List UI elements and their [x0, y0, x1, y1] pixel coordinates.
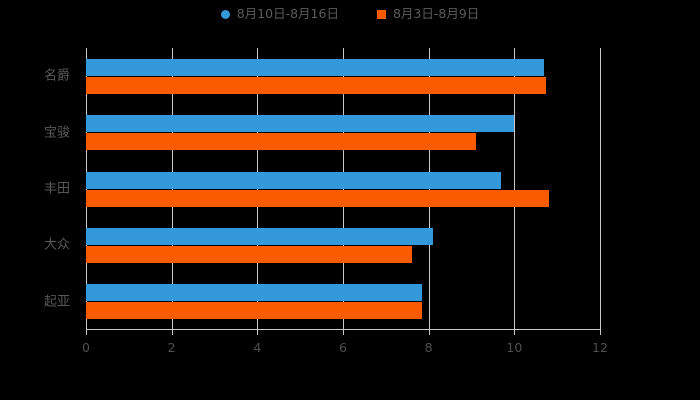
x-tick-label: 2	[167, 339, 176, 355]
bar[interactable]	[86, 58, 545, 76]
gridline	[343, 48, 344, 330]
gridline	[600, 48, 601, 330]
x-tick-label: 6	[339, 339, 347, 355]
y-axis-line	[86, 48, 87, 330]
bar[interactable]	[86, 115, 515, 133]
y-axis-label: 起亚	[43, 294, 70, 310]
bar[interactable]	[86, 76, 547, 94]
x-tick-mark	[171, 330, 173, 335]
gridline	[428, 48, 430, 330]
bar[interactable]	[86, 245, 412, 263]
x-tick-label: 12	[592, 339, 608, 355]
legend-item-series-1[interactable]: 8月10日-8月16日	[220, 6, 339, 21]
legend-label-series-1: 8月10日-8月16日	[236, 6, 339, 21]
y-axis-label: 名爵	[43, 68, 70, 84]
gridline	[257, 48, 259, 330]
legend-label-series-2: 8月3日-8月9日	[392, 6, 480, 21]
bar[interactable]	[86, 302, 423, 320]
bar[interactable]	[86, 227, 433, 245]
y-axis-label: 大众	[43, 237, 70, 253]
y-axis-label: 丰田	[43, 181, 70, 197]
x-tick-mark	[514, 330, 516, 335]
bar[interactable]	[86, 133, 476, 151]
gridline	[514, 48, 516, 330]
x-tick-mark	[257, 330, 259, 335]
x-tick-label: 8	[424, 339, 433, 355]
y-axis-label: 宝骏	[43, 125, 70, 141]
circle-marker-icon	[220, 9, 230, 19]
x-tick-mark	[428, 330, 430, 335]
bar[interactable]	[86, 171, 502, 189]
gridline	[171, 48, 173, 330]
legend-item-series-2[interactable]: 8月3日-8月9日	[376, 6, 480, 21]
chart-legend: 8月10日-8月16日 8月3日-8月9日	[0, 6, 700, 21]
x-tick-mark	[600, 330, 601, 335]
x-tick-label: 4	[253, 339, 262, 355]
bar[interactable]	[86, 284, 423, 302]
x-tick-label: 0	[82, 339, 90, 355]
x-tick-label: 10	[506, 339, 523, 355]
bar[interactable]	[86, 189, 549, 207]
x-tick-mark	[343, 330, 344, 335]
square-marker-icon	[376, 9, 386, 19]
plot-area: 0 2 4 6 8 10 12 名爵宝骏丰田大众起亚	[44, 48, 608, 353]
x-tick-mark	[86, 330, 87, 335]
